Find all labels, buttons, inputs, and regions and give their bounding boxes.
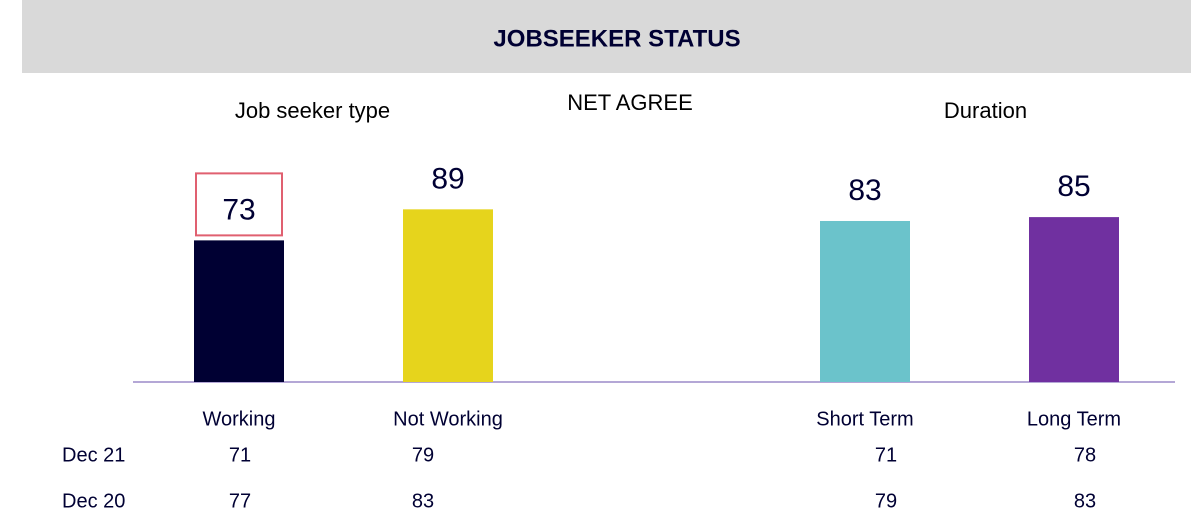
measure-label: NET AGREE [567, 90, 693, 115]
group-label: Duration [944, 98, 1027, 123]
header-band [22, 0, 1191, 73]
bar [820, 220, 910, 382]
bar [194, 240, 284, 382]
bar [1029, 217, 1119, 382]
row-value: 77 [229, 490, 251, 512]
row-value: 71 [229, 444, 251, 466]
row-value: 71 [875, 444, 897, 466]
data-label: 85 [1057, 170, 1090, 203]
x-tick-label: Not Working [393, 408, 503, 430]
row-value: 83 [412, 490, 434, 512]
chart-title: JOBSEEKER STATUS [493, 25, 740, 52]
x-tick-label: Short Term [816, 408, 913, 430]
x-tick-label: Working [203, 408, 276, 430]
row-value: 79 [412, 444, 434, 466]
row-label: Dec 20 [62, 490, 125, 512]
data-label: 83 [848, 174, 881, 207]
row-value: 79 [875, 490, 897, 512]
data-label: 73 [222, 193, 255, 226]
group-label: Job seeker type [235, 98, 390, 123]
highlight-box [195, 172, 283, 237]
row-value: 83 [1074, 490, 1096, 512]
data-label: 89 [431, 162, 464, 195]
row-value: 78 [1074, 444, 1096, 466]
bar [403, 209, 493, 382]
row-label: Dec 21 [62, 444, 125, 466]
x-tick-label: Long Term [1027, 408, 1121, 430]
